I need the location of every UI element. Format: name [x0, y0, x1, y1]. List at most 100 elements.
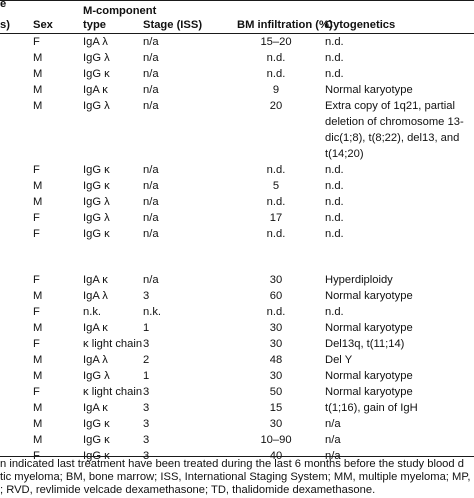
cell-sex: F: [33, 36, 40, 48]
cell-cytogenetics: n.d.: [325, 52, 344, 64]
cell-stage: 3: [143, 418, 150, 430]
cell-sex: F: [33, 274, 40, 286]
table-row: M IgG λ n/a n.d. n.d.: [0, 50, 474, 66]
cell-cytogenetics: Del13q, t(11;14): [325, 338, 405, 350]
cell-bm-infiltration: n.d.: [266, 196, 286, 208]
table-row: F IgG κ n/a n.d. n.d.: [0, 226, 474, 242]
cell-sex: F: [33, 228, 40, 240]
header-mcomponent-line1: M-component: [83, 5, 157, 17]
cell-sex: M: [33, 322, 43, 334]
cell-bm-infiltration: 30: [269, 338, 283, 350]
footnote-line-2: tic myeloma; BM, bone marrow; ISS, Inter…: [0, 471, 471, 483]
cell-mcomponent-type: IgA λ: [83, 354, 108, 366]
cell-stage: 1: [143, 322, 150, 334]
cell-cytogenetics: Del Y: [325, 354, 353, 366]
cell-sex: F: [33, 338, 40, 350]
cell-stage: 1: [143, 370, 150, 382]
cell-mcomponent-type: IgG λ: [83, 100, 110, 112]
cell-mcomponent-type: IgA λ: [83, 290, 108, 302]
cell-stage: n/a: [143, 196, 159, 208]
table-row: M IgG κ n/a n.d. n.d.: [0, 66, 474, 82]
cell-sex: F: [33, 306, 40, 318]
cell-cytogenetics: n.d.: [325, 212, 344, 224]
cell-bm-infiltration: 30: [269, 418, 283, 430]
cell-cytogenetics: n.d.: [325, 68, 344, 80]
cell-mcomponent-type: IgG λ: [83, 212, 110, 224]
cell-stage: n/a: [143, 84, 159, 96]
header-bm-infiltration: BM infiltration (%): [237, 19, 333, 31]
cell-cytogenetics: n.d.: [325, 306, 344, 318]
cell-mcomponent-type: IgA κ: [83, 322, 108, 334]
table-row: M IgG κ n/a 5 n.d.: [0, 178, 474, 194]
cell-cytogenetics: Normal karyotype: [325, 84, 413, 96]
cell-bm-infiltration: 60: [269, 290, 283, 302]
cell-bm-infiltration: 48: [269, 354, 283, 366]
cell-stage: 2: [143, 354, 150, 366]
cell-mcomponent-type: n.k.: [83, 306, 102, 318]
cell-cytogenetics: Normal karyotype: [325, 290, 413, 302]
cell-bm-infiltration: n.d.: [266, 68, 286, 80]
cell-stage: 3: [143, 402, 150, 414]
cell-mcomponent-type: IgG λ: [83, 52, 110, 64]
cell-sex: F: [33, 212, 40, 224]
table-row: F IgG λ n/a 17 n.d.: [0, 210, 474, 226]
cell-cytogenetics: Normal karyotype: [325, 386, 413, 398]
cell-cytogenetics: n/a: [325, 418, 341, 430]
cell-cytogenetics: Extra copy of 1q21, partial deletion of …: [325, 100, 464, 160]
cell-mcomponent-type: IgG λ: [83, 196, 110, 208]
cell-bm-infiltration: n.d.: [266, 52, 286, 64]
cell-bm-infiltration: n.d.: [266, 306, 286, 318]
cell-stage: 3: [143, 434, 150, 446]
table-row: M IgG λ 1 30 Normal karyotype: [0, 368, 474, 384]
cell-mcomponent-type: IgA κ: [83, 84, 108, 96]
header-rule: [0, 33, 474, 34]
cell-cytogenetics: t(1;16), gain of IgH: [325, 402, 418, 414]
cell-sex: M: [33, 100, 43, 112]
cell-cytogenetics: Normal karyotype: [325, 370, 413, 382]
cell-stage: 3: [143, 386, 150, 398]
cell-mcomponent-type: κ light chain: [83, 386, 143, 398]
cell-bm-infiltration: 30: [269, 274, 283, 286]
cell-cytogenetics: n.d.: [325, 164, 344, 176]
header-col0-fragment-top: e: [0, 0, 7, 10]
cell-bm-infiltration: 50: [269, 386, 283, 398]
cell-cytogenetics: n.d.: [325, 228, 344, 240]
cell-cytogenetics: n.d.: [325, 36, 344, 48]
table-row: M IgG κ 3 30 n/a: [0, 416, 474, 432]
cell-stage: n/a: [143, 36, 159, 48]
cell-stage: n/a: [143, 68, 159, 80]
cell-stage: n/a: [143, 212, 159, 224]
cell-sex: M: [33, 196, 43, 208]
header-sex: Sex: [33, 19, 53, 31]
cell-sex: F: [33, 164, 40, 176]
cell-mcomponent-type: IgA λ: [83, 36, 108, 48]
table-row: M IgG λ n/a 20 Extra copy of 1q21, partial d…: [0, 98, 474, 160]
cell-sex: M: [33, 84, 43, 96]
table-row: M IgA κ 1 30 Normal karyotype: [0, 320, 474, 336]
table-row: F IgG κ n/a n.d. n.d.: [0, 162, 474, 178]
table-row: M IgA λ 2 48 Del Y: [0, 352, 474, 368]
cell-sex: M: [33, 402, 43, 414]
table-row: M IgG κ 3 10–90 n/a: [0, 432, 474, 448]
cell-mcomponent-type: IgG κ: [83, 164, 110, 176]
cell-sex: M: [33, 354, 43, 366]
cell-mcomponent-type: IgG κ: [83, 418, 110, 430]
cell-bm-infiltration: 10–90: [260, 434, 292, 446]
cell-sex: M: [33, 290, 43, 302]
footnote-line-3: ; RVD, revlimide velcade dexamethasone; …: [0, 484, 376, 496]
cell-mcomponent-type: IgG κ: [83, 180, 110, 192]
cell-mcomponent-type: IgA κ: [83, 402, 108, 414]
cell-sex: M: [33, 434, 43, 446]
cell-bm-infiltration: 15: [269, 402, 283, 414]
cell-mcomponent-type: κ light chain: [83, 338, 143, 350]
cell-stage: n.k.: [143, 306, 162, 318]
header-col0-fragment-bottom: s): [0, 19, 10, 31]
cell-cytogenetics: n.d.: [325, 196, 344, 208]
header-stage: Stage (ISS): [143, 19, 203, 31]
cell-sex: F: [33, 386, 40, 398]
cell-bm-infiltration: 30: [269, 322, 283, 334]
table-row: F IgA κ n/a 30 Hyperdiploidy: [0, 272, 474, 288]
